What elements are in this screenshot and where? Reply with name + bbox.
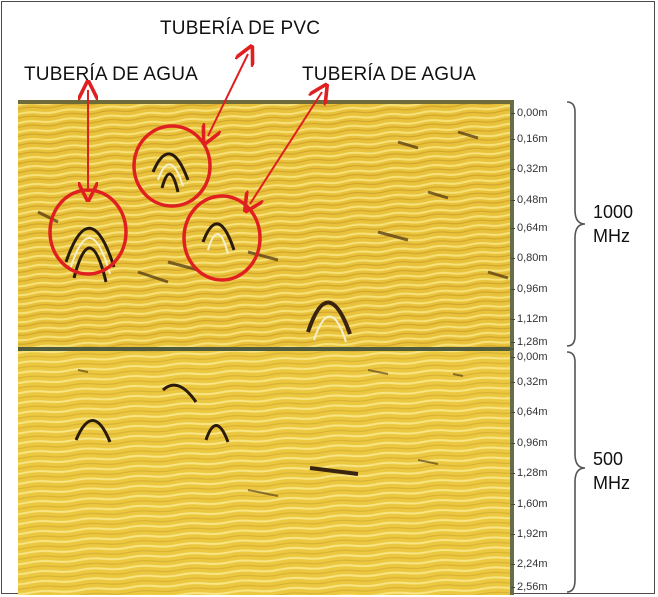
panel-divider xyxy=(18,347,514,351)
hyperbola-pvc xyxy=(151,152,190,193)
depth-tick: 0,00m xyxy=(511,107,548,120)
label-pvc-pipe: TUBERÍA DE PVC xyxy=(160,18,321,39)
depth-tick: 2,24m xyxy=(511,558,548,571)
frequency-unit: MHz xyxy=(593,473,630,493)
arrow-water-right xyxy=(250,92,322,204)
highlight-circle-pvc xyxy=(132,124,212,208)
frequency-label-bottom: 500 MHz xyxy=(593,447,630,495)
depth-tick: 0,32m xyxy=(511,376,548,389)
depth-tick: 1,60m xyxy=(511,498,548,511)
depth-tick: 0,64m xyxy=(511,406,548,419)
label-water-pipe-left: TUBERÍA DE AGUA xyxy=(24,64,199,85)
frequency-value: 1000 xyxy=(593,202,634,222)
brace-top xyxy=(566,101,586,347)
depth-tick: 0,96m xyxy=(511,283,548,296)
depth-tick: 0,32m xyxy=(511,163,548,176)
arrow-pvc xyxy=(208,54,248,136)
depth-tick: 1,92m xyxy=(511,528,548,541)
depth-tick: 2,56m xyxy=(511,581,548,594)
depth-tick: 0,96m xyxy=(511,437,548,450)
highlight-circle-water-right xyxy=(182,194,262,282)
depth-tick: 0,80m xyxy=(511,252,548,265)
depth-tick: 0,00m xyxy=(511,351,548,364)
label-water-pipe-right: TUBERÍA DE AGUA xyxy=(302,64,477,85)
depth-tick: 1,12m xyxy=(511,313,548,326)
radargram-500mhz xyxy=(18,350,510,595)
depth-tick: 0,48m xyxy=(511,194,548,207)
depth-tick: 1,28m xyxy=(511,336,548,349)
brace-bottom xyxy=(566,351,586,593)
frequency-value: 500 xyxy=(593,449,624,469)
depth-tick: 0,16m xyxy=(511,133,548,146)
frequency-label-top: 1000 MHz xyxy=(593,200,633,248)
frequency-unit: MHz xyxy=(593,226,630,246)
depth-tick: 0,64m xyxy=(511,222,548,235)
hyperbola-water-right xyxy=(201,222,236,255)
depth-tick: 1,28m xyxy=(511,467,548,480)
highlight-circle-water-left xyxy=(48,188,128,276)
